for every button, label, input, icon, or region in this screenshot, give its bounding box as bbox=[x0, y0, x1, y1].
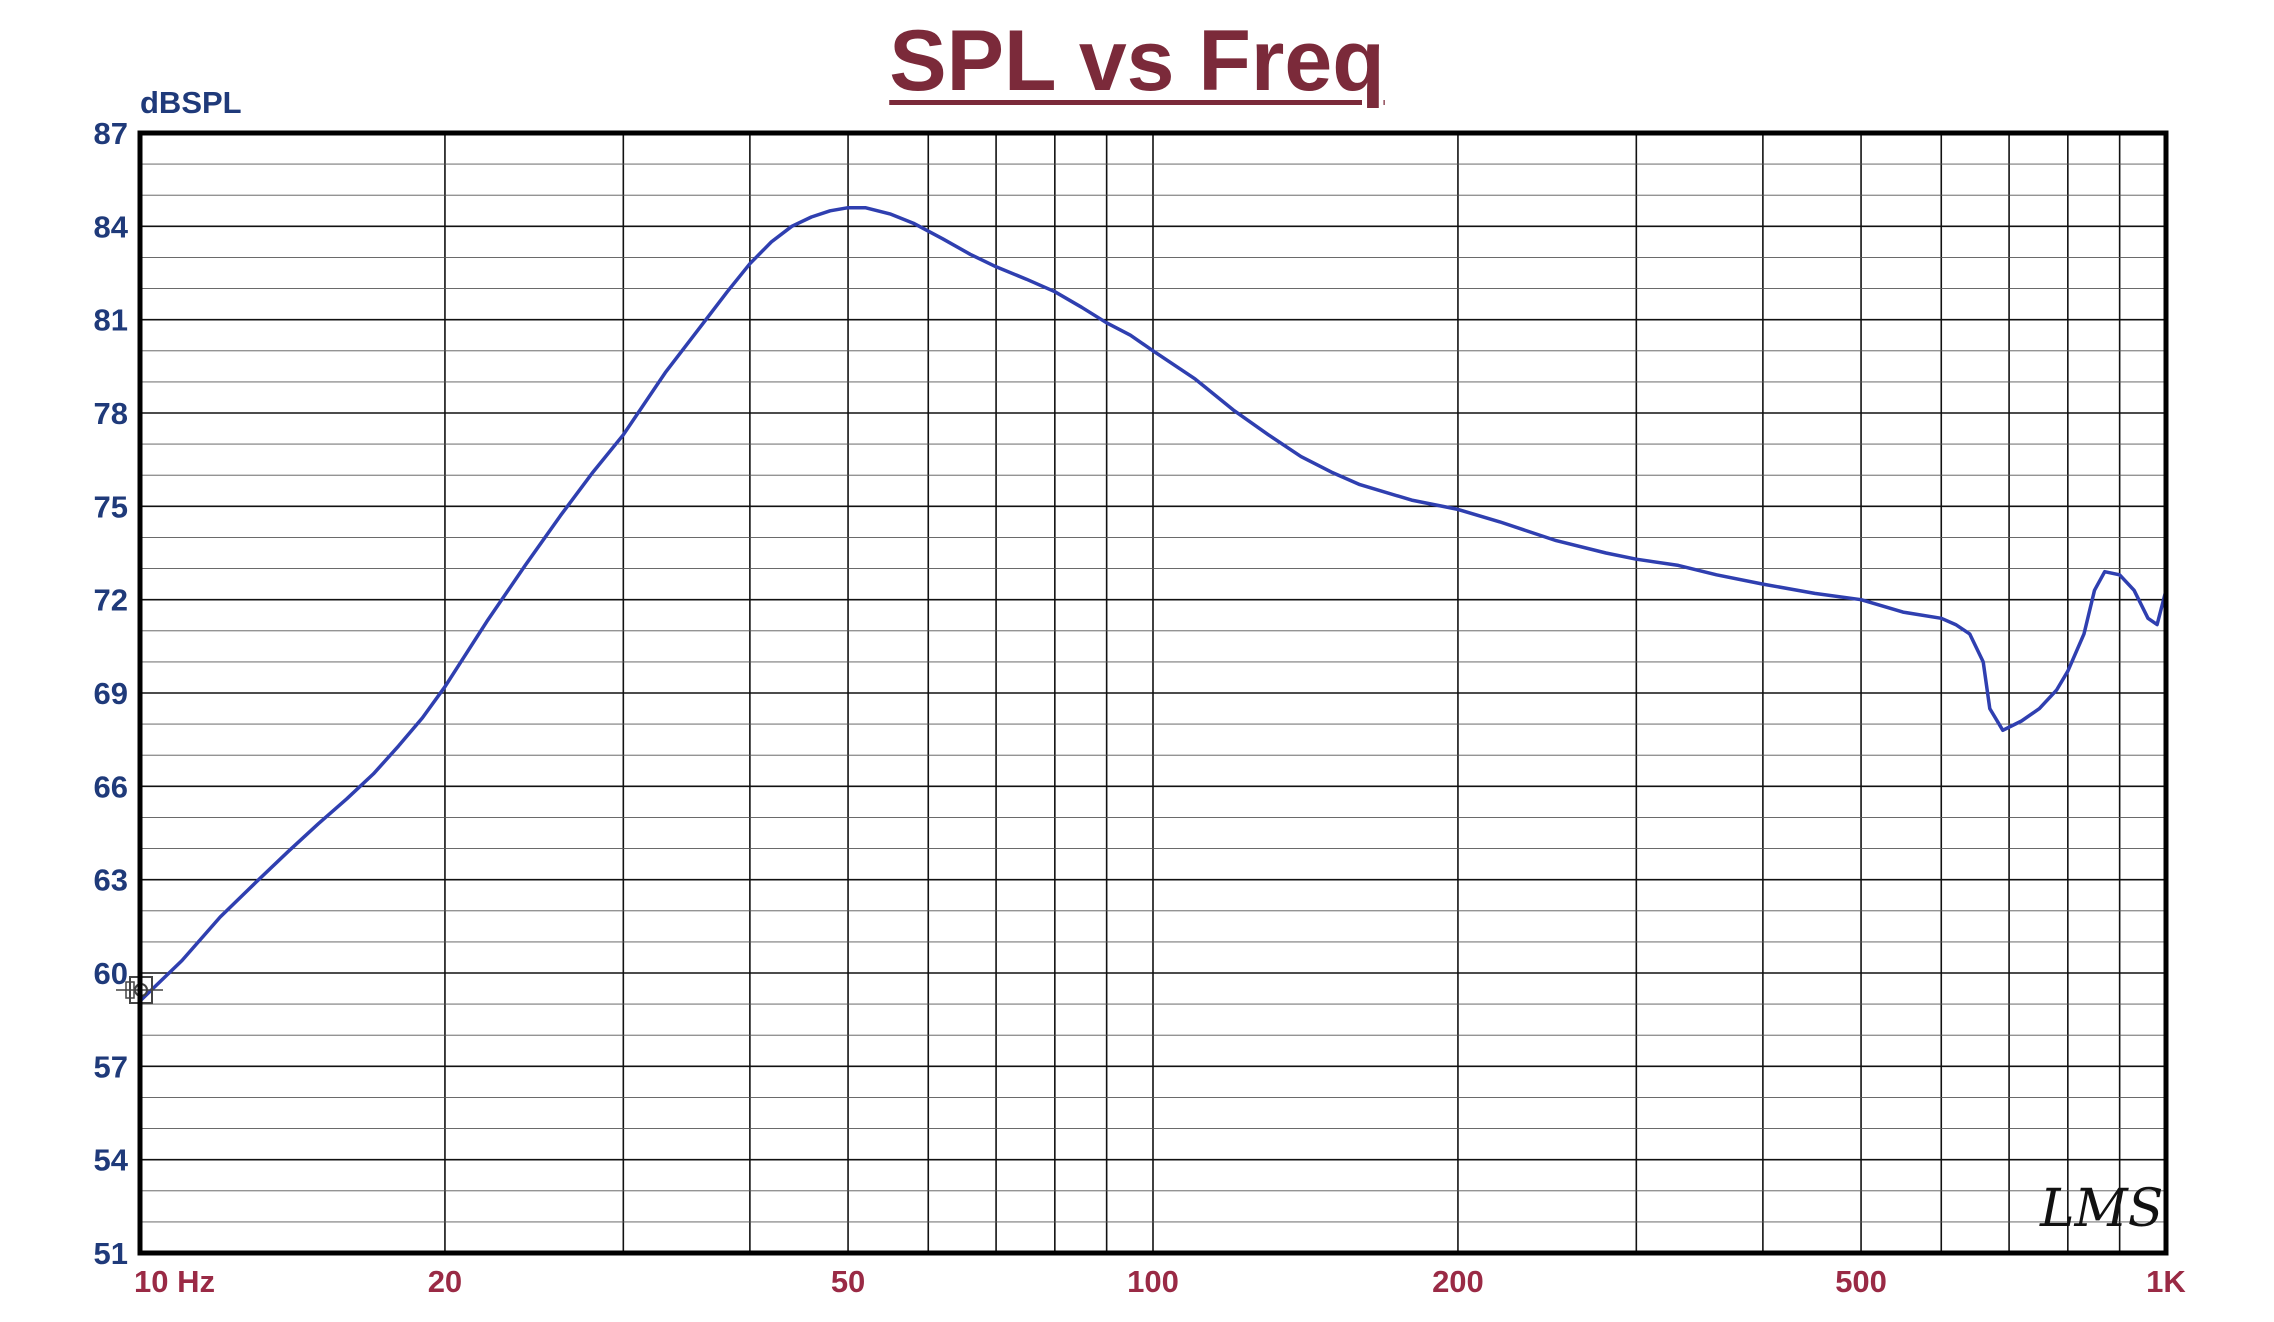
y-tick-label: 78 bbox=[94, 396, 128, 431]
y-tick-label: 69 bbox=[94, 676, 128, 711]
chart-title: SPL vs Freq bbox=[889, 13, 1385, 109]
y-tick-label: 60 bbox=[94, 956, 128, 991]
x-tick-label: 500 bbox=[1835, 1264, 1887, 1299]
y-tick-label: 51 bbox=[94, 1236, 128, 1271]
y-tick-label: 84 bbox=[94, 209, 129, 244]
y-tick-label: 72 bbox=[94, 583, 128, 618]
x-tick-label: 50 bbox=[831, 1264, 865, 1299]
x-tick-label: 200 bbox=[1432, 1264, 1484, 1299]
lms-logo: LMS bbox=[2039, 1179, 2163, 1239]
x-tick-label: 100 bbox=[1127, 1264, 1179, 1299]
y-tick-label: 63 bbox=[94, 863, 128, 898]
spl-curve-line bbox=[138, 205, 2168, 1003]
y-tick-label: 66 bbox=[94, 769, 128, 804]
plot-frame bbox=[137, 130, 2169, 1256]
y-tick-label: 54 bbox=[94, 1143, 129, 1178]
y-tick-label: 75 bbox=[94, 489, 128, 524]
y-tick-label: 81 bbox=[94, 303, 128, 338]
x-tick-label: 1K bbox=[2146, 1264, 2186, 1299]
y-tick-label: 87 bbox=[94, 116, 128, 151]
x-tick-label: 10 Hz bbox=[134, 1264, 215, 1299]
y-tick-label: 57 bbox=[94, 1049, 128, 1084]
grid-lines bbox=[140, 133, 2166, 1253]
y-axis-unit-label: dBSPL bbox=[140, 85, 242, 120]
x-tick-label: 20 bbox=[428, 1264, 462, 1299]
